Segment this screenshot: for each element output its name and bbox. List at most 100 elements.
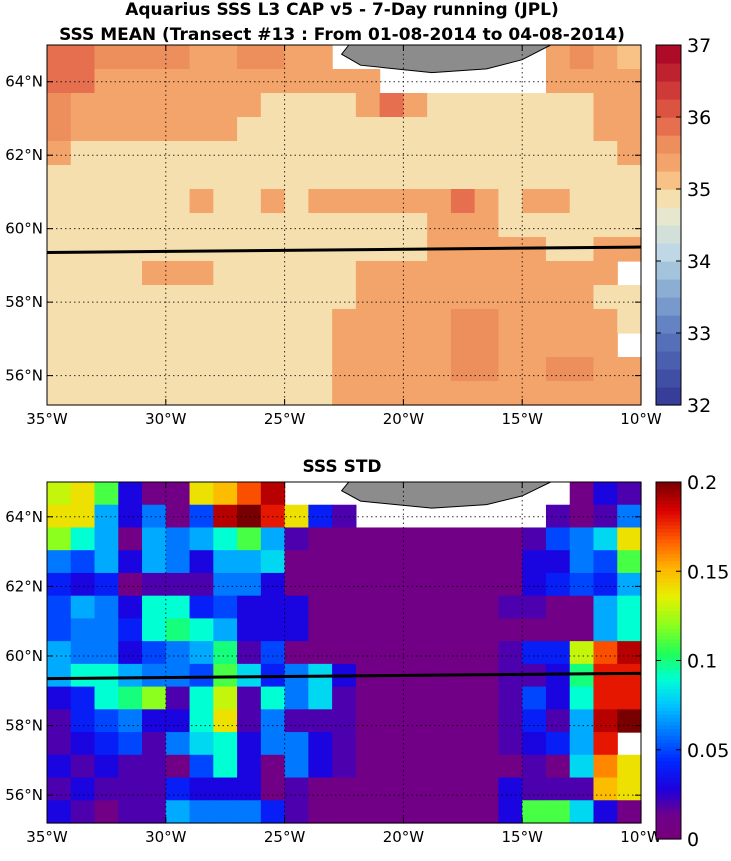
- data-cell: [260, 550, 286, 574]
- data-cell: [569, 381, 595, 406]
- transect-line: [46, 671, 642, 681]
- data-cell: [569, 663, 595, 688]
- data-cell: [403, 357, 428, 382]
- data-cell: [593, 333, 618, 358]
- data-cell: [189, 527, 214, 551]
- data-cell: [569, 482, 595, 506]
- colorbar-segment: [656, 521, 681, 526]
- data-cell: [569, 800, 595, 824]
- colorbar-segment: [656, 592, 681, 597]
- data-cell: [94, 618, 119, 642]
- data-cell: [260, 189, 286, 214]
- colorbar-segment: [656, 831, 681, 837]
- data-cell: [403, 709, 428, 733]
- data-cell: [260, 309, 286, 334]
- data-cell: [474, 381, 500, 406]
- data-cell: [332, 213, 357, 238]
- data-cell: [355, 309, 381, 334]
- data-cell: [474, 618, 500, 642]
- data-cell: [165, 595, 191, 619]
- data-cell: [189, 189, 214, 214]
- data-cell: [47, 189, 72, 214]
- colorbar-segment: [656, 549, 681, 554]
- data-cell: [118, 93, 143, 118]
- colorbar-segment: [656, 642, 681, 647]
- data-cell: [545, 686, 571, 710]
- data-cell: [332, 285, 357, 310]
- data-cell: [47, 527, 72, 551]
- data-cell: [237, 309, 262, 334]
- data-cell: [450, 777, 476, 801]
- data-cell: [379, 800, 404, 824]
- data-cell: [70, 595, 96, 619]
- data-cell: [284, 93, 309, 118]
- data-cell: [617, 709, 642, 733]
- data-cell: [237, 93, 262, 118]
- data-cell: [142, 800, 167, 824]
- data-cell: [427, 527, 452, 551]
- colorbar-segment: [656, 556, 681, 562]
- colorbar-segment: [656, 351, 681, 370]
- colorbar-segment: [656, 617, 681, 622]
- data-cell: [284, 595, 309, 619]
- data-cell: [47, 285, 72, 310]
- data-cell: [47, 482, 72, 506]
- data-cell: [403, 686, 428, 710]
- data-cell: [450, 527, 476, 551]
- data-cell: [189, 618, 214, 642]
- data-cell: [142, 189, 167, 214]
- data-cell: [545, 309, 571, 334]
- data-cell: [474, 213, 500, 238]
- data-cell: [617, 309, 642, 334]
- data-cell: [70, 800, 96, 824]
- data-cell: [355, 527, 381, 551]
- colorbar-segment: [656, 610, 681, 615]
- data-cell: [47, 686, 72, 710]
- data-cell: [70, 333, 96, 358]
- data-cell: [474, 641, 500, 665]
- data-cell: [284, 285, 309, 310]
- data-cell: [213, 595, 238, 619]
- data-cell: [332, 93, 357, 118]
- data-cell: [403, 189, 428, 214]
- data-cell: [165, 261, 191, 286]
- data-cell: [118, 663, 143, 688]
- data-cell: [355, 572, 381, 597]
- data-cell: [189, 709, 214, 733]
- data-cell: [427, 309, 452, 334]
- data-cell: [213, 189, 238, 214]
- data-cell: [617, 93, 642, 118]
- colorbar-segment: [656, 792, 681, 797]
- data-cell: [403, 754, 428, 779]
- data-cell: [47, 237, 72, 262]
- data-cell: [498, 777, 523, 801]
- data-cell: [260, 357, 286, 382]
- data-cell: [118, 117, 143, 142]
- data-cell: [593, 309, 618, 334]
- data-cell: [308, 550, 333, 574]
- data-cell: [142, 285, 167, 310]
- data-cell: [355, 732, 381, 756]
- data-cell: [118, 595, 143, 619]
- y-tick-label: 58°N: [5, 293, 43, 311]
- data-cell: [94, 686, 119, 710]
- data-cell: [94, 732, 119, 756]
- data-cell: [427, 285, 452, 310]
- data-cell: [70, 309, 96, 334]
- data-cell: [189, 754, 214, 779]
- data-cell: [332, 527, 357, 551]
- data-cell: [284, 261, 309, 286]
- data-cell: [403, 550, 428, 574]
- data-cell: [118, 527, 143, 551]
- data-cell: [118, 709, 143, 733]
- data-cell: [593, 754, 618, 779]
- data-cell: [427, 381, 452, 406]
- data-cell: [94, 663, 119, 688]
- data-cell: [617, 117, 642, 142]
- data-cell: [189, 381, 214, 406]
- data-cell: [284, 527, 309, 551]
- data-cell: [593, 117, 618, 142]
- colorbar-segment: [656, 528, 681, 533]
- data-cell: [617, 663, 642, 688]
